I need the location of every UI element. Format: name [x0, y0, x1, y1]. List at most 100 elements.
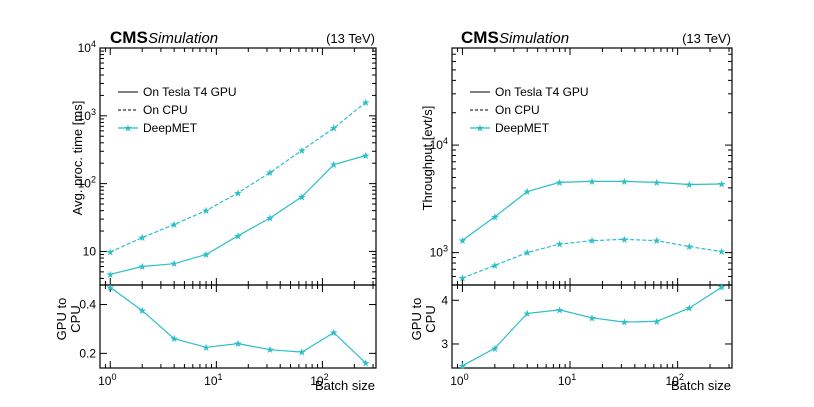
right-data-point: ★	[523, 187, 532, 198]
right-data-point: ★	[458, 274, 467, 285]
left-ratio-y-tick-label: 0.2	[79, 346, 96, 360]
left-data-point: ★	[265, 168, 274, 179]
left-ratio-point: ★	[106, 283, 115, 294]
right-ratio-point: ★	[652, 317, 661, 328]
left-ratio-axes-frame	[99, 284, 377, 369]
left-data-point: ★	[170, 220, 179, 231]
left-data-point: ★	[138, 233, 147, 244]
left-data-point: ★	[329, 124, 338, 135]
right-simulation-label: Simulation	[499, 30, 569, 47]
right-y-axis-label: Throughput [evt/s]	[420, 106, 435, 211]
left-ratio-point: ★	[138, 306, 147, 317]
right-ratio-point: ★	[555, 305, 564, 316]
right-ratio-label-line2: CPU	[423, 305, 438, 332]
left-x-axis-label: Batch size	[315, 378, 375, 393]
right-data-point: ★	[523, 248, 532, 259]
right-data-point: ★	[490, 261, 499, 272]
right-ratio-point: ★	[717, 283, 726, 294]
left-data-point: ★	[361, 98, 370, 109]
right-ratio-axes-frame	[451, 284, 733, 369]
left-x-tick-label: 101	[204, 372, 222, 388]
left-ratio-point: ★	[170, 334, 179, 345]
left-data-point: ★	[202, 206, 211, 217]
right-data-point: ★	[652, 178, 661, 189]
left-data-point: ★	[106, 248, 115, 259]
right-y-tick-label: 104	[430, 136, 448, 152]
left-data-point: ★	[234, 188, 243, 199]
right-ratio-point: ★	[490, 344, 499, 355]
right-ratio-point: ★	[685, 304, 694, 315]
right-legend: On Tesla T4 GPU On CPU ★ DeepMET	[470, 85, 589, 135]
left-ratio-point: ★	[297, 348, 306, 359]
left-ratio-y-tick-label: 0.4	[79, 298, 96, 312]
right-series-line-cpu	[462, 238, 722, 279]
legend-deepmet-marker: ★	[124, 124, 133, 135]
left-simulation-label: Simulation	[148, 30, 218, 47]
left-data-point: ★	[329, 160, 338, 171]
right-cms-label: CMS	[461, 28, 499, 47]
right-data-point: ★	[555, 178, 564, 189]
left-y-tick-label: 10	[83, 244, 97, 258]
left-data-point: ★	[265, 214, 274, 225]
right-ratio-label-line1: GPU to	[409, 298, 424, 341]
right-ratio-point: ★	[458, 361, 467, 372]
right-data-point: ★	[555, 240, 564, 251]
left-data-point: ★	[361, 151, 370, 162]
left-x-tick-label: 100	[98, 372, 116, 388]
left-ratio-point: ★	[234, 339, 243, 350]
left-data-point: ★	[138, 262, 147, 273]
left-data-point: ★	[234, 231, 243, 242]
right-data-point: ★	[685, 242, 694, 253]
right-data-point: ★	[717, 247, 726, 258]
left-y-axis-label: Avg. proc. time [ms]	[70, 101, 85, 216]
right-data-point: ★	[717, 179, 726, 190]
left-ratio-label-line2: CPU	[68, 305, 83, 332]
left-series-line-gpu	[110, 154, 366, 275]
right-x-tick-label: 101	[558, 372, 576, 388]
left-ratio-point: ★	[202, 343, 211, 354]
right-data-point: ★	[490, 212, 499, 223]
right-energy-label: (13 TeV)	[682, 31, 731, 46]
right-ratio-y-tick-label: 4	[441, 293, 448, 307]
legend-gpu-label: On Tesla T4 GPU	[495, 85, 589, 99]
right-x-tick-label: 100	[450, 372, 468, 388]
left-cms-label: CMS	[110, 28, 148, 47]
left-ratio-point: ★	[265, 345, 274, 356]
left-series-line-cpu	[110, 101, 367, 253]
left-data-point: ★	[106, 270, 115, 281]
left-data-point: ★	[297, 192, 306, 203]
right-data-point: ★	[458, 236, 467, 247]
right-data-point: ★	[685, 180, 694, 191]
left-ratio-point: ★	[329, 328, 338, 339]
legend-gpu-label: On Tesla T4 GPU	[143, 85, 237, 99]
left-y-tick-label: 104	[78, 39, 96, 55]
left-data-point: ★	[202, 250, 211, 261]
right-ratio-point: ★	[523, 309, 532, 320]
chart-marks: 100 101 102 10 102 103 104 0.2 0.4 ★ ★ ★ ★ ★ ★ ★ ★ ★ ★ ★ ★ ★ ★…	[78, 39, 733, 388]
left-y-tick-label: 102	[78, 175, 96, 191]
left-ratio-line	[109, 286, 367, 364]
left-data-point: ★	[170, 259, 179, 270]
right-data-point: ★	[652, 236, 661, 247]
right-data-point: ★	[588, 236, 597, 247]
right-data-point: ★	[620, 235, 629, 246]
right-series-line-gpu	[462, 180, 722, 241]
right-y-tick-label: 103	[430, 244, 448, 260]
right-ratio-y-tick-label: 3	[441, 337, 448, 351]
right-x-axis-label: Batch size	[671, 378, 731, 393]
left-legend: On Tesla T4 GPU On CPU ★ DeepMET	[118, 85, 237, 135]
right-data-point: ★	[588, 177, 597, 188]
right-ratio-point: ★	[588, 313, 597, 324]
left-y-tick-label: 103	[78, 107, 96, 123]
left-ratio-point: ★	[361, 359, 370, 370]
left-ratio-label-line1: GPU to	[54, 298, 69, 341]
legend-deepmet-label: DeepMET	[495, 121, 550, 135]
right-ratio-line	[462, 286, 722, 367]
right-panel: CMS Simulation (13 TeV) Throughput [evt/…	[409, 28, 731, 393]
left-x-tick-label: 102	[310, 372, 328, 388]
legend-deepmet-marker: ★	[476, 124, 485, 135]
right-ratio-point: ★	[620, 318, 629, 329]
legend-deepmet-label: DeepMET	[143, 121, 198, 135]
left-energy-label: (13 TeV)	[326, 31, 375, 46]
